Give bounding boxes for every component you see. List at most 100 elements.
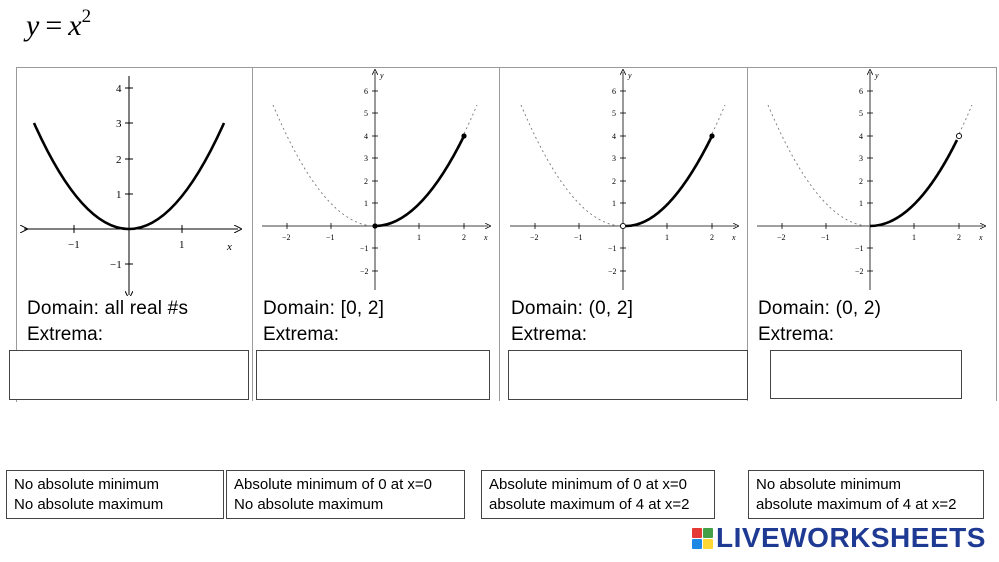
- y-axis-label: y: [379, 71, 384, 80]
- panel-divider: [499, 67, 500, 401]
- answer-line: No absolute minimum: [14, 476, 160, 493]
- x-tick-label: 1: [912, 233, 916, 242]
- answer-drop-zone[interactable]: [256, 350, 490, 400]
- domain-label: Domain: (0, 2]: [511, 298, 634, 319]
- x-tick-label: −2: [282, 233, 291, 242]
- y-tick-label: 6: [859, 87, 863, 96]
- answer-line: Absolute minimum of 0 at x=0: [489, 476, 688, 493]
- parabola-graph-half-open-interval: −2 −1 1 2 x y 6 5 4 3 2 1 −1 −2: [510, 68, 744, 290]
- y-tick-label: −2: [608, 267, 617, 276]
- equation-lhs: y: [26, 9, 40, 42]
- x-axis-label: x: [731, 233, 736, 242]
- y-tick-label: 5: [859, 109, 863, 118]
- y-tick-label: 4: [612, 132, 616, 141]
- equation-title: y = x2: [26, 6, 92, 43]
- y-tick-label: 1: [612, 199, 616, 208]
- parabola-solid-segment: [374, 135, 466, 228]
- answer-line: absolute maximum of 4 at x=2: [489, 496, 690, 513]
- y-tick-label: 1: [859, 199, 863, 208]
- y-tick-label: 2: [859, 177, 863, 186]
- y-tick-label: −1: [608, 244, 617, 253]
- y-tick-label: 2: [612, 177, 616, 186]
- x-tick-label: 1: [179, 239, 185, 251]
- answer-drop-zone[interactable]: [508, 350, 748, 400]
- answer-line: No absolute maximum: [14, 496, 164, 513]
- open-endpoint: [955, 132, 963, 140]
- y-tick-label: 4: [364, 132, 368, 141]
- parabola-graph-open-interval: −2 −1 1 2 x y 6 5 4 3 2 1 −1 −2: [757, 68, 991, 290]
- y-tick-label: 6: [364, 87, 368, 96]
- panels-frame: [16, 67, 997, 402]
- parabola-graph-closed-interval: −2 −1 1 2 x y 6 5 4 3 2 1 −1 −2: [262, 68, 496, 290]
- x-tick-label: −1: [326, 233, 335, 242]
- x-tick-label: −2: [530, 233, 539, 242]
- open-endpoint: [619, 222, 627, 230]
- extrema-label: Extrema:: [27, 324, 104, 345]
- x-tick-label: 1: [417, 233, 421, 242]
- answer-line: Absolute minimum of 0 at x=0: [234, 476, 433, 493]
- x-tick-label: −1: [574, 233, 583, 242]
- panel-divider: [747, 67, 748, 401]
- y-tick-label: 2: [116, 154, 122, 166]
- domain-label: Domain: all real #s: [27, 298, 189, 319]
- y-tick-label: 1: [116, 189, 122, 201]
- parabola-solid-segment: [625, 135, 714, 228]
- x-tick-label: −1: [68, 239, 80, 251]
- y-tick-label: 3: [364, 154, 368, 163]
- closed-endpoint: [709, 133, 715, 139]
- y-tick-label: 2: [364, 177, 368, 186]
- x-tick-label: 2: [957, 233, 961, 242]
- y-tick-label: 3: [116, 118, 122, 130]
- y-tick-label: −1: [360, 244, 369, 253]
- graph-panel-3: −2 −1 1 2 x y 6 5 4 3 2 1 −1 −2: [504, 68, 744, 296]
- x-axis-label: x: [978, 233, 983, 242]
- x-tick-label: 2: [710, 233, 714, 242]
- parabola-solid-segment: [869, 139, 959, 228]
- answer-line: No absolute maximum: [234, 496, 384, 513]
- closed-endpoint: [461, 133, 467, 139]
- answer-drop-zone[interactable]: [770, 350, 962, 399]
- answer-line: absolute maximum of 4 at x=2: [756, 496, 957, 513]
- y-tick-label: 4: [116, 83, 122, 95]
- panel-divider: [996, 67, 997, 401]
- y-tick-label: 3: [612, 154, 616, 163]
- y-tick-label: 6: [612, 87, 616, 96]
- domain-label: Domain: (0, 2): [758, 298, 882, 319]
- answer-card[interactable]: Absolute minimum of 0 at x=0 No absolute…: [226, 470, 465, 519]
- equation-exponent: 2: [81, 6, 92, 27]
- graph-panel-1: −1 1 x 4 3 2 1 −1: [18, 68, 250, 296]
- graph-panel-2: −2 −1 1 2 x y 6 5 4 3 2 1 −1 −2: [256, 68, 496, 296]
- x-axis-label: x: [483, 233, 488, 242]
- equation-base: x: [68, 9, 82, 42]
- extrema-label: Extrema:: [511, 324, 588, 345]
- y-tick-label: −1: [855, 244, 864, 253]
- answer-drop-zone[interactable]: [9, 350, 249, 400]
- extrema-label: Extrema:: [263, 324, 340, 345]
- y-axis-label: y: [627, 71, 632, 80]
- y-tick-label: 4: [859, 132, 863, 141]
- y-tick-label: 3: [859, 154, 863, 163]
- y-tick-label: −1: [110, 259, 122, 271]
- liveworksheets-logo: LIVEWORKSHEETS: [692, 522, 986, 554]
- x-axis-label: x: [226, 241, 232, 253]
- liveworksheets-logo-icon: [692, 527, 713, 549]
- y-tick-label: 5: [364, 109, 368, 118]
- y-tick-label: 5: [612, 109, 616, 118]
- equation-operator: =: [45, 9, 63, 42]
- y-tick-label: −2: [855, 267, 864, 276]
- x-tick-label: 1: [665, 233, 669, 242]
- domain-label: Domain: [0, 2]: [263, 298, 385, 319]
- y-tick-label: −2: [360, 267, 369, 276]
- answer-card[interactable]: No absolute minimum absolute maximum of …: [748, 470, 984, 519]
- x-tick-label: 2: [462, 233, 466, 242]
- answer-line: No absolute minimum: [756, 476, 902, 493]
- extrema-label: Extrema:: [758, 324, 835, 345]
- y-tick-label: 1: [364, 199, 368, 208]
- x-tick-label: −2: [777, 233, 786, 242]
- y-axis-label: y: [874, 71, 879, 80]
- parabola-curve: [32, 122, 226, 231]
- closed-endpoint: [372, 223, 378, 229]
- x-tick-label: −1: [821, 233, 830, 242]
- answer-card[interactable]: No absolute minimum No absolute maximum: [6, 470, 224, 519]
- answer-card[interactable]: Absolute minimum of 0 at x=0 absolute ma…: [481, 470, 715, 519]
